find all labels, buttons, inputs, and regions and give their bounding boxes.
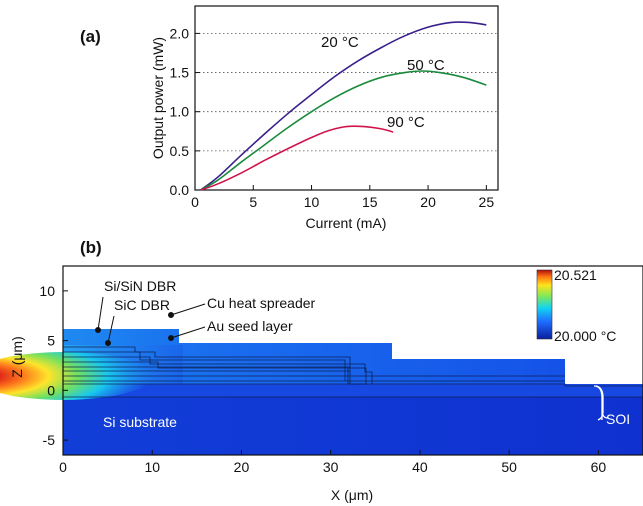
b-x-tick-label-0: 0 [59, 459, 67, 475]
b-x-tick-label-4: 40 [412, 459, 428, 475]
panel-a-ticks: 0.0 0.5 1.0 1.5 2.0 0 5 10 15 20 25 [170, 25, 495, 210]
soi-layer-region [63, 384, 643, 397]
b-y-tick-label-2: 5 [47, 333, 55, 349]
panel-b-xlabel: X (μm) [331, 487, 373, 503]
panel-a-ylabel: Output power (mW) [150, 37, 166, 159]
annotation-pointers [95, 296, 206, 346]
y-tick-label-1: 0.5 [170, 143, 190, 159]
y-tick-label-2: 1.0 [170, 104, 190, 120]
colorbar-max-label: 20.521 [554, 267, 597, 283]
annotation-soi: SOI [606, 411, 630, 427]
series-label-20c: 20 °C [321, 34, 359, 51]
annotation-si-substrate: Si substrate [103, 414, 177, 430]
x-tick-label-2: 10 [304, 194, 320, 210]
b-y-tick-label-1: 0 [47, 382, 55, 398]
series-label-90c: 90 °C [387, 114, 425, 131]
x-tick-label-4: 20 [420, 194, 436, 210]
panel-a-xlabel: Current (mA) [306, 215, 387, 231]
si-substrate-region [63, 397, 643, 455]
annotation-au-seed-layer: Au seed layer [207, 318, 293, 334]
series-line-0 [200, 21, 487, 191]
panel-b-ylabel: Z (μm) [9, 336, 25, 378]
panel-a-label: (a) [80, 27, 101, 46]
y-tick-label-3: 1.5 [170, 65, 190, 81]
panel-a-series [200, 21, 487, 191]
annotation-sic-dbr: SiC DBR [114, 297, 170, 313]
x-tick-label-5: 25 [479, 194, 495, 210]
heatmap-field [0, 265, 643, 456]
x-tick-label-3: 15 [362, 194, 378, 210]
y-tick-label-0: 0.0 [170, 182, 190, 198]
panel-b-label: (b) [80, 238, 102, 257]
colorbar-min-label: 20.000 °C [554, 328, 616, 344]
y-tick-label-4: 2.0 [170, 25, 190, 41]
series-line-1 [200, 70, 487, 191]
b-x-tick-label-5: 50 [501, 459, 517, 475]
b-x-tick-label-1: 10 [144, 459, 160, 475]
series-line-2 [200, 125, 394, 191]
x-tick-label-1: 5 [249, 194, 257, 210]
b-x-tick-label-3: 30 [323, 459, 339, 475]
panel-a-frame [194, 5, 499, 191]
b-x-tick-label-6: 60 [591, 459, 607, 475]
series-label-50c: 50 °C [407, 57, 445, 74]
annotation-cu-heat-spreader: Cu heat spreader [207, 295, 316, 311]
panel-a-grid [195, 33, 498, 152]
b-y-tick-label-0: -5 [43, 432, 56, 448]
x-tick-label-0: 0 [191, 194, 199, 210]
b-x-tick-label-2: 20 [234, 459, 250, 475]
colorbar [536, 269, 553, 340]
b-y-tick-label-3: 10 [39, 283, 55, 299]
annotation-si-sin-dbr: Si/SiN DBR [104, 278, 176, 294]
device-stack-region [63, 329, 565, 384]
